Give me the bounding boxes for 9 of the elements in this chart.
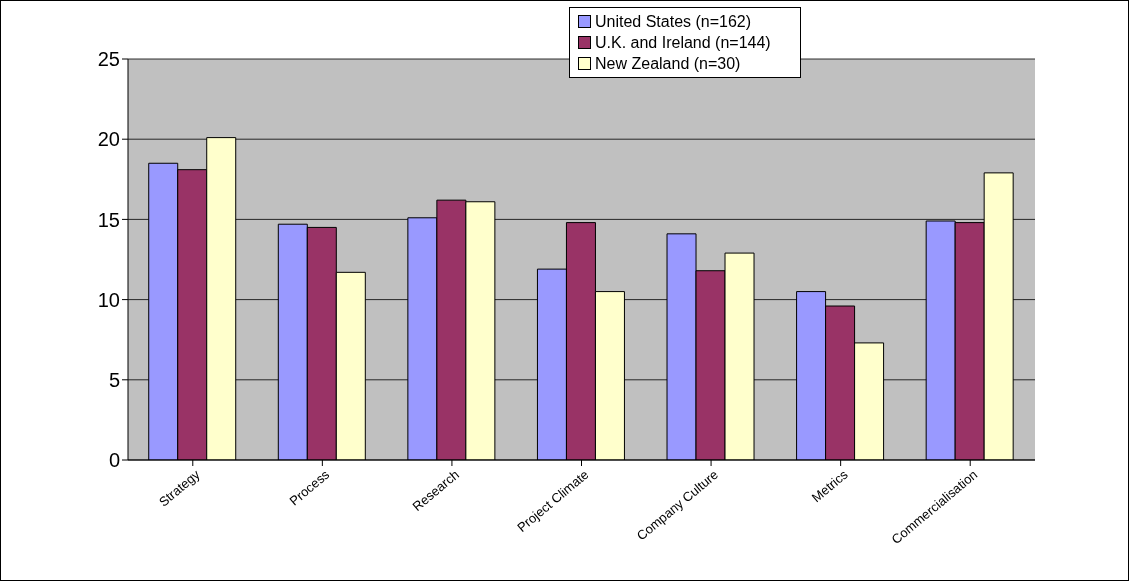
y-tick-label: 5	[108, 368, 120, 391]
y-tick-label: 25	[97, 48, 120, 71]
y-tick-label: 15	[97, 208, 120, 231]
y-tick-label: 0	[108, 449, 120, 472]
legend-label: New Zealand (n=30)	[595, 54, 741, 73]
legend-label: United States (n=162)	[595, 12, 752, 31]
y-tick-label: 10	[97, 288, 120, 311]
y-tick-label: 20	[97, 128, 120, 151]
legend-label: U.K. and Ireland (n=144)	[595, 33, 771, 52]
